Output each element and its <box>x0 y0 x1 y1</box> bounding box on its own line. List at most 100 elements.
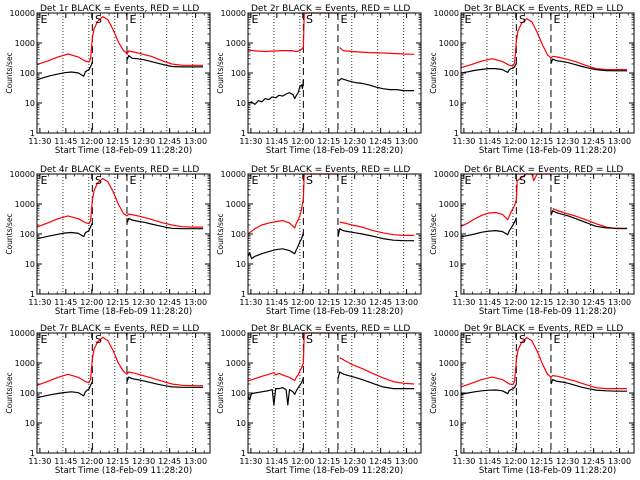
x-tick-label: 12:45 <box>582 457 605 466</box>
y-axis-label: Counts/sec <box>5 52 14 93</box>
x-tick-label: 13:00 <box>395 298 418 307</box>
x-tick-label: 11:30 <box>239 298 262 307</box>
x-tick-label: 12:00 <box>80 137 103 146</box>
y-axis-label: Counts/sec <box>429 213 438 254</box>
x-tick-label: 12:45 <box>582 137 605 146</box>
time-marker-s: S <box>519 174 526 187</box>
x-tick-label: 12:45 <box>158 457 181 466</box>
x-axis-label: Start Time (18-Feb-09 11:28:20) <box>55 307 192 317</box>
y-tick-label: 10 <box>449 260 459 269</box>
lld-series-line <box>247 332 415 385</box>
time-marker-s: S <box>519 13 526 26</box>
y-tick-label: 1 <box>241 129 246 138</box>
x-tick-label: 12:00 <box>291 137 314 146</box>
y-tick-label: 1000 <box>15 200 35 209</box>
x-tick-label: 11:30 <box>239 457 262 466</box>
x-tick-label: 11:30 <box>239 137 262 146</box>
y-tick-label: 10000 <box>221 9 246 18</box>
panel-2: Det 2r BLACK = Events, RED = LLD 1 10 100 10… <box>216 4 422 156</box>
x-tick-label: 11:30 <box>28 137 51 146</box>
lld-series-line <box>460 337 628 390</box>
x-tick-label: 12:30 <box>132 298 155 307</box>
y-axis-label: Counts/sec <box>216 52 225 93</box>
x-tick-label: 12:00 <box>80 298 103 307</box>
x-tick-label: 11:30 <box>28 457 51 466</box>
events-series-line <box>247 78 415 105</box>
x-tick-label: 12:30 <box>132 457 155 466</box>
x-tick-label: 12:00 <box>504 298 527 307</box>
y-tick-label: 100 <box>444 69 459 78</box>
x-tick-label: 12:00 <box>504 457 527 466</box>
y-tick-label: 100 <box>20 389 35 398</box>
x-tick-label: 12:15 <box>317 298 340 307</box>
x-tick-label: 12:00 <box>504 137 527 146</box>
y-tick-label: 100 <box>20 69 35 78</box>
x-tick-label: 11:30 <box>452 137 475 146</box>
x-tick-label: 12:15 <box>106 457 129 466</box>
panel-title: Det 1r BLACK = Events, RED = LLD <box>40 4 199 14</box>
lld-series-line <box>247 173 415 236</box>
time-marker-e: E <box>464 333 471 346</box>
time-marker-s: S <box>306 174 313 187</box>
x-tick-label: 11:45 <box>478 137 501 146</box>
time-marker-e: E <box>130 174 137 187</box>
y-tick-label: 10 <box>449 419 459 428</box>
x-tick-label: 12:30 <box>556 298 579 307</box>
panel-3: Det 3r BLACK = Events, RED = LLD 1 10 100 10… <box>429 4 635 156</box>
y-tick-label: 100 <box>231 389 246 398</box>
time-marker-e: E <box>464 174 471 187</box>
y-tick-label: 1000 <box>15 359 35 368</box>
x-tick-label: 12:15 <box>317 457 340 466</box>
x-tick-label: 12:30 <box>343 298 366 307</box>
y-tick-label: 100 <box>231 69 246 78</box>
y-tick-label: 1000 <box>439 200 459 209</box>
x-tick-label: 13:00 <box>184 298 207 307</box>
y-tick-label: 1000 <box>226 359 246 368</box>
panel-6: Det 6r BLACK = Events, RED = LLD 1 10 100 10… <box>429 165 635 317</box>
y-tick-label: 1000 <box>226 39 246 48</box>
x-tick-label: 12:00 <box>291 457 314 466</box>
events-series-line <box>460 210 628 238</box>
y-axis-label: Counts/sec <box>216 213 225 254</box>
panel-title: Det 4r BLACK = Events, RED = LLD <box>40 165 199 175</box>
x-tick-label: 11:45 <box>478 457 501 466</box>
time-marker-e: E <box>40 174 47 187</box>
time-marker-s: S <box>306 13 313 26</box>
x-tick-label: 12:30 <box>556 457 579 466</box>
y-tick-label: 10 <box>449 99 459 108</box>
time-marker-e: E <box>251 333 258 346</box>
time-marker-e: E <box>554 333 561 346</box>
y-tick-label: 1 <box>454 129 459 138</box>
time-marker-e: E <box>40 13 47 26</box>
x-tick-label: 13:00 <box>395 137 418 146</box>
x-tick-label: 11:45 <box>478 298 501 307</box>
x-axis-label: Start Time (18-Feb-09 11:28:20) <box>479 466 616 476</box>
x-axis-label: Start Time (18-Feb-09 11:28:20) <box>266 146 403 156</box>
panel-title: Det 6r BLACK = Events, RED = LLD <box>464 165 623 175</box>
y-tick-label: 100 <box>20 230 35 239</box>
y-tick-label: 10 <box>236 99 246 108</box>
y-tick-label: 10000 <box>434 170 459 179</box>
x-tick-label: 12:30 <box>132 137 155 146</box>
lld-series-line <box>247 12 415 55</box>
panel-1: Det 1r BLACK = Events, RED = LLD 1 10 100 10… <box>5 4 211 156</box>
time-marker-e: E <box>341 13 348 26</box>
x-tick-label: 13:00 <box>608 137 631 146</box>
x-tick-label: 12:45 <box>369 457 392 466</box>
y-tick-label: 10 <box>25 99 35 108</box>
lld-series-line <box>36 336 204 387</box>
lld-series-line <box>460 173 628 230</box>
x-axis-label: Start Time (18-Feb-09 11:28:20) <box>55 466 192 476</box>
time-marker-s: S <box>95 174 102 187</box>
events-series-line <box>36 55 204 81</box>
x-axis-label: Start Time (18-Feb-09 11:28:20) <box>479 146 616 156</box>
x-tick-label: 13:00 <box>184 457 207 466</box>
y-tick-label: 10 <box>25 419 35 428</box>
panel-9: Det 9r BLACK = Events, RED = LLD 1 10 100 10… <box>429 324 635 476</box>
lld-series-line <box>460 18 628 71</box>
time-marker-e: E <box>251 174 258 187</box>
y-tick-label: 10000 <box>221 170 246 179</box>
x-tick-label: 11:30 <box>28 298 51 307</box>
x-tick-label: 11:45 <box>54 137 77 146</box>
